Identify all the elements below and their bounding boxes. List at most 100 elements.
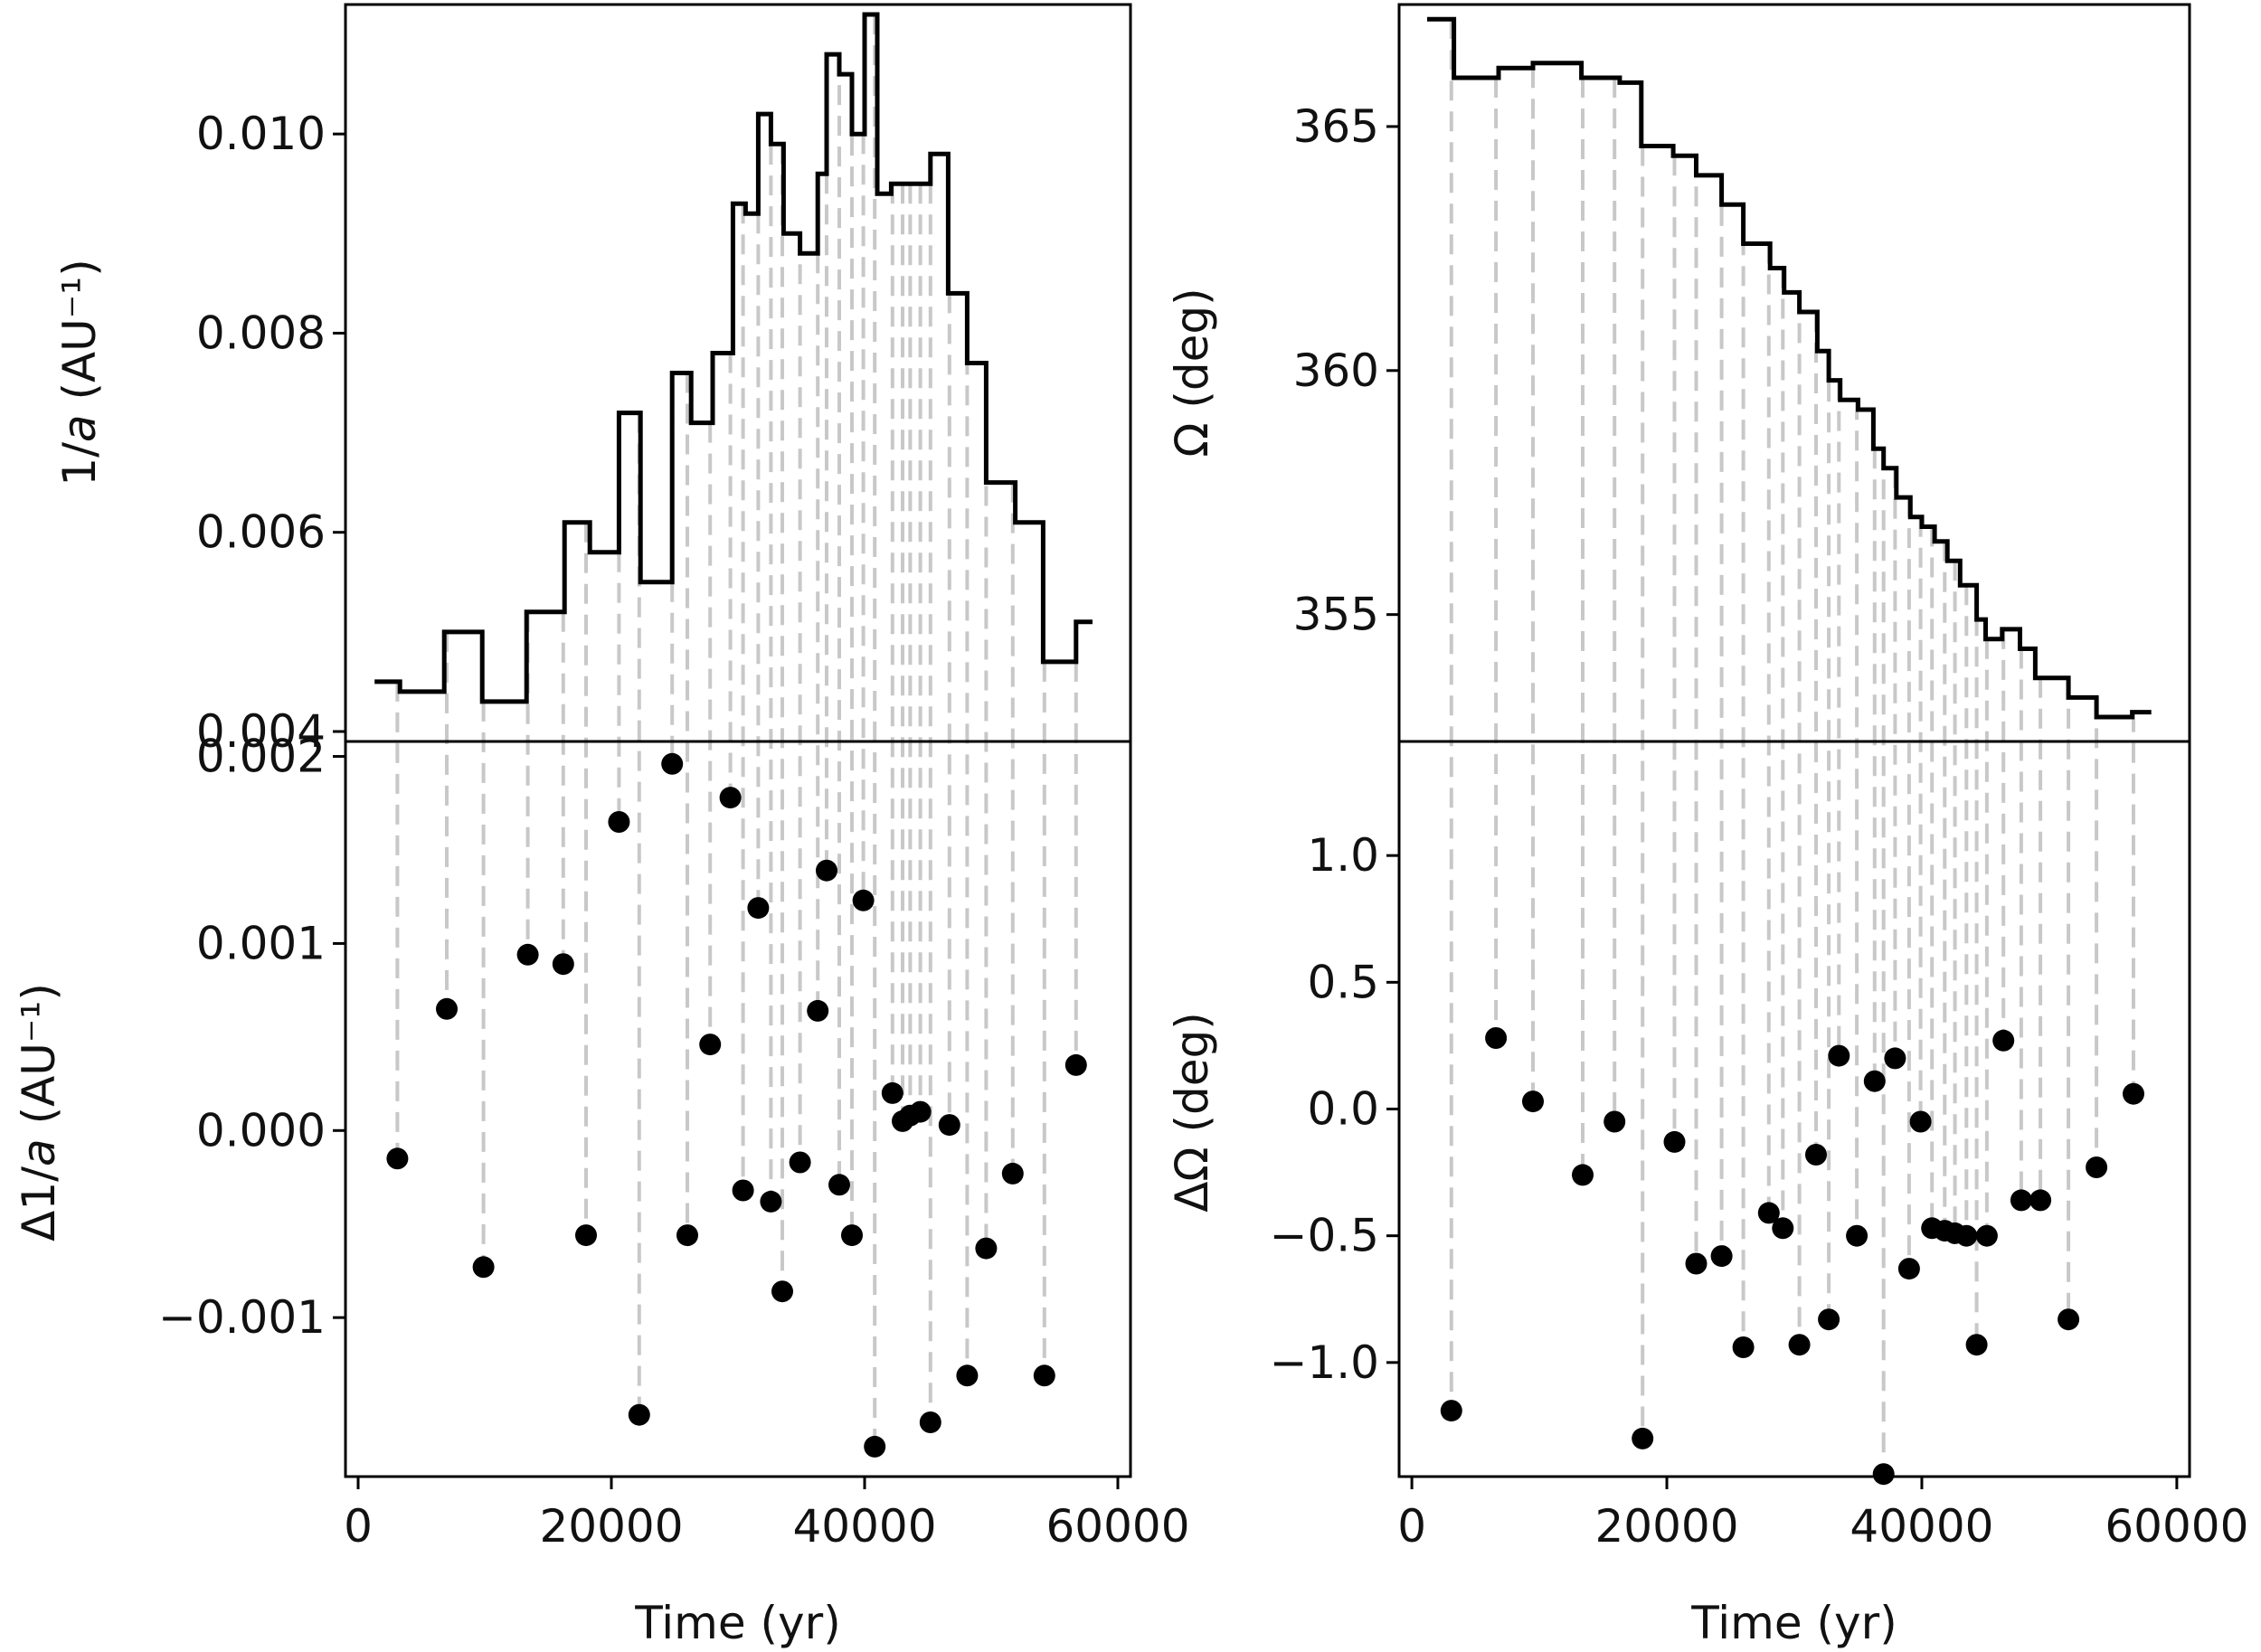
left-data-point bbox=[828, 1174, 850, 1196]
right-data-point bbox=[1992, 1029, 2015, 1052]
right-data-point bbox=[1846, 1224, 1868, 1247]
right-data-point bbox=[1485, 1027, 1508, 1049]
right-x-tick-label: 0 bbox=[1397, 1500, 1426, 1553]
left-data-point bbox=[771, 1280, 793, 1303]
left-data-point bbox=[881, 1081, 903, 1104]
left-data-point bbox=[608, 811, 630, 833]
left-top-y-axis: 0.004 0.006 0.008 0.010 bbox=[196, 108, 345, 758]
left-top-y-axis-label: 1/a (AU⁻¹) bbox=[53, 259, 106, 486]
left-data-point bbox=[852, 889, 875, 911]
left-top-step-series bbox=[374, 12, 1093, 704]
left-data-point bbox=[807, 999, 829, 1022]
right-data-point bbox=[1757, 1202, 1780, 1224]
right-data-point bbox=[1975, 1224, 1998, 1247]
right-data-point bbox=[1884, 1047, 1906, 1070]
right-data-point bbox=[2029, 1189, 2052, 1212]
left-x-axis-label: Time (yr) bbox=[634, 1597, 840, 1649]
right-bottom-y-tick-label: 1.0 bbox=[1307, 829, 1379, 882]
right-data-point bbox=[1604, 1110, 1626, 1133]
right-top-y-axis-label: Ω (deg) bbox=[1166, 288, 1218, 457]
right-data-point bbox=[2058, 1308, 2080, 1331]
right-data-point bbox=[1897, 1258, 1920, 1280]
right-bottom-y-axis-label: ΔΩ (deg) bbox=[1166, 1012, 1218, 1213]
left-data-point bbox=[699, 1034, 722, 1056]
left-panel: 0.004 0.006 0.008 0.010 −0.001 0.000 0.001 0.0… bbox=[13, 3, 1190, 1649]
left-drop-lines bbox=[395, 14, 1078, 1447]
left-top-y-tick-label: 0.008 bbox=[196, 307, 326, 359]
left-bottom-y-tick-label: −0.001 bbox=[158, 1291, 326, 1344]
left-x-tick-label: 40000 bbox=[792, 1500, 936, 1553]
right-data-point bbox=[1872, 1463, 1895, 1486]
right-data-point bbox=[2123, 1082, 2144, 1105]
left-bottom-y-axis: −0.001 0.000 0.001 0.002 bbox=[158, 731, 345, 1344]
left-data-point bbox=[975, 1237, 998, 1260]
left-x-tick-label: 60000 bbox=[1045, 1500, 1189, 1553]
left-data-point bbox=[747, 897, 770, 920]
right-bottom-y-axis: −1.0 −0.5 0.0 0.5 1.0 bbox=[1270, 829, 1399, 1389]
left-data-point bbox=[864, 1435, 886, 1458]
right-data-point bbox=[1909, 1110, 1932, 1133]
right-top-y-axis: 355 360 365 bbox=[1293, 100, 1399, 641]
right-data-point bbox=[1710, 1245, 1733, 1268]
right-data-point bbox=[1863, 1070, 1886, 1092]
left-data-point bbox=[719, 787, 742, 809]
left-x-axis: 0 20000 40000 60000 bbox=[344, 1477, 1190, 1553]
left-data-point bbox=[472, 1256, 495, 1279]
right-data-point bbox=[1805, 1144, 1827, 1166]
right-x-tick-label: 40000 bbox=[1849, 1500, 1993, 1553]
right-data-point bbox=[2010, 1189, 2032, 1212]
left-data-point bbox=[760, 1190, 782, 1213]
right-data-point bbox=[1632, 1427, 1654, 1449]
left-data-point bbox=[628, 1403, 650, 1426]
right-top-y-tick-label: 360 bbox=[1293, 345, 1379, 397]
right-top-step-series bbox=[1427, 16, 2152, 720]
left-data-point bbox=[956, 1364, 979, 1387]
left-top-y-tick-label: 0.006 bbox=[196, 506, 326, 559]
left-data-point bbox=[676, 1224, 698, 1247]
right-x-tick-label: 60000 bbox=[2105, 1500, 2248, 1553]
left-bottom-y-tick-label: 0.000 bbox=[196, 1104, 326, 1156]
left-data-point bbox=[661, 752, 684, 775]
left-data-point bbox=[938, 1114, 960, 1137]
right-top-step-line bbox=[1427, 16, 2152, 720]
right-data-point bbox=[1522, 1090, 1544, 1113]
right-bottom-y-tick-label: −1.0 bbox=[1270, 1336, 1379, 1389]
left-data-point bbox=[575, 1224, 597, 1247]
right-data-point bbox=[1955, 1224, 1978, 1247]
left-data-point bbox=[552, 953, 574, 976]
right-data-point bbox=[1828, 1044, 1850, 1067]
left-top-step-line bbox=[374, 12, 1093, 704]
left-data-point bbox=[386, 1147, 409, 1170]
left-data-point bbox=[841, 1224, 863, 1247]
left-bottom-scatter-series bbox=[386, 752, 1087, 1458]
left-data-point bbox=[789, 1151, 811, 1174]
left-data-point bbox=[516, 943, 539, 966]
right-top-y-tick-label: 355 bbox=[1293, 589, 1379, 641]
right-data-point bbox=[1663, 1130, 1686, 1153]
left-data-point bbox=[1001, 1162, 1024, 1185]
right-data-point bbox=[1685, 1252, 1708, 1275]
left-x-tick-label: 0 bbox=[344, 1500, 373, 1553]
left-bottom-y-axis-label: Δ1/a (AU⁻¹) bbox=[13, 983, 65, 1241]
left-top-y-tick-label: 0.004 bbox=[196, 705, 326, 758]
left-data-point bbox=[909, 1100, 932, 1123]
right-bottom-scatter-series bbox=[1440, 1027, 2144, 1486]
right-data-point bbox=[1818, 1308, 1840, 1331]
left-data-point bbox=[732, 1179, 754, 1202]
right-data-point bbox=[1440, 1400, 1462, 1422]
right-data-point bbox=[1732, 1336, 1755, 1358]
left-data-point bbox=[436, 997, 458, 1020]
right-bottom-y-tick-label: 0.5 bbox=[1307, 956, 1379, 1008]
right-x-tick-label: 20000 bbox=[1595, 1500, 1739, 1553]
left-top-y-tick-label: 0.010 bbox=[196, 108, 326, 160]
left-bottom-y-tick-label: 0.002 bbox=[196, 731, 326, 783]
right-data-point bbox=[2086, 1156, 2108, 1178]
right-top-y-tick-label: 365 bbox=[1293, 100, 1379, 153]
left-data-point bbox=[1064, 1053, 1087, 1076]
left-data-point bbox=[919, 1411, 941, 1433]
right-data-point bbox=[1772, 1217, 1794, 1240]
right-drop-lines bbox=[1449, 19, 2135, 1475]
left-x-tick-label: 20000 bbox=[539, 1500, 683, 1553]
right-bottom-y-tick-label: −0.5 bbox=[1270, 1210, 1379, 1262]
